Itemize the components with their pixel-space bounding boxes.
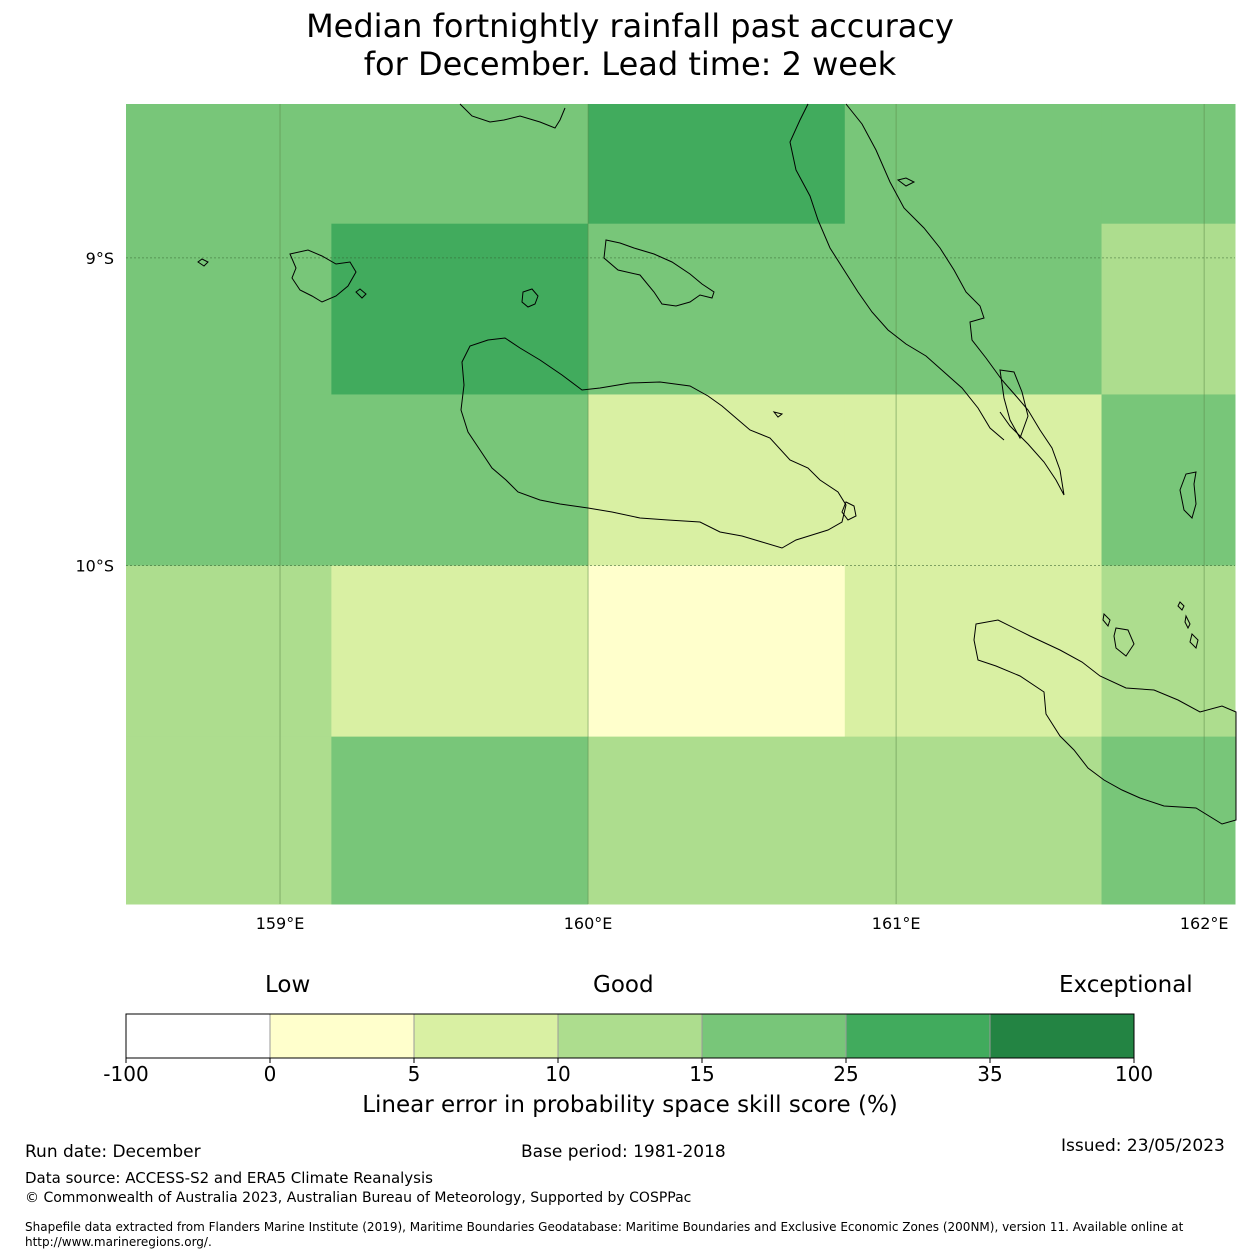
coastline-makira xyxy=(973,619,1237,825)
heatmap-cell xyxy=(844,565,1103,738)
heatmap-cell xyxy=(331,394,589,567)
legend-category-low: Low xyxy=(265,972,311,998)
colorbar-swatch xyxy=(125,1013,271,1059)
colorbar-swatch xyxy=(989,1013,1135,1059)
heatmap-cell xyxy=(844,394,1103,567)
coastline-guadalcanal xyxy=(460,337,847,549)
heatmap-cells xyxy=(126,104,1236,905)
colorbar-swatch xyxy=(269,1013,415,1059)
colorbar-tick-label: 25 xyxy=(833,1062,859,1086)
coastline-island-e5 xyxy=(1189,633,1199,649)
coastline-russell xyxy=(289,249,357,303)
x-tick-label: 161°E xyxy=(872,914,921,933)
coastline-island-e4 xyxy=(1184,614,1191,630)
heatmap-cell xyxy=(126,223,332,395)
colorbar-label: Linear error in probability space skill … xyxy=(362,1092,898,1118)
chart-title-line2: for December. Lead time: 2 week xyxy=(363,45,897,83)
heatmap-cell xyxy=(844,104,1103,225)
chart-title-line1: Median fortnightly rainfall past accurac… xyxy=(306,7,954,45)
copyright: © Commonwealth of Australia 2023, Austra… xyxy=(25,1190,692,1206)
heatmap-cell xyxy=(126,394,332,567)
heatmap-cell xyxy=(844,736,1103,905)
colorbar-tick-label: -100 xyxy=(103,1062,149,1086)
graticule xyxy=(126,104,1235,904)
heatmap-cell xyxy=(588,565,846,738)
coastline-russell-small xyxy=(355,288,367,299)
coastline-ngella xyxy=(603,239,715,307)
shapefile-credit: Shapefile data extracted from Flanders M… xyxy=(25,1220,1184,1249)
heatmap-cell xyxy=(588,736,846,905)
colorbar-tick-label: 5 xyxy=(407,1062,421,1086)
coastline-santa-ana xyxy=(1113,627,1135,657)
coastline-small-west xyxy=(197,258,209,267)
run-date: Run date: December xyxy=(25,1142,201,1162)
colorbar xyxy=(125,1013,1135,1063)
heatmap-cell xyxy=(331,565,589,738)
coastline-island-c1 xyxy=(841,501,857,521)
x-tick-label: 160°E xyxy=(564,914,613,933)
colorbar-swatch xyxy=(557,1013,703,1059)
coastline-maramasike xyxy=(999,369,1029,440)
colorbar-swatch xyxy=(701,1013,847,1059)
heatmap-cell xyxy=(1101,736,1236,905)
colorbar-border xyxy=(125,1013,1135,1059)
x-tick-label: 162°E xyxy=(1180,914,1229,933)
heatmap-cell xyxy=(331,736,589,905)
coastline-malaita-east xyxy=(845,103,1065,496)
x-tick-label: 159°E xyxy=(256,914,305,933)
colorbar-swatch xyxy=(413,1013,559,1059)
heatmap-cell xyxy=(126,736,332,905)
heatmap-cell xyxy=(1101,223,1236,395)
heatmap-cell xyxy=(588,104,846,225)
colorbar-tick-label: 35 xyxy=(977,1062,1003,1086)
heatmap-cell xyxy=(1101,394,1236,567)
heatmap-cell xyxy=(331,104,589,225)
heatmap-cell xyxy=(588,394,846,567)
coastline-island-e3 xyxy=(1177,601,1185,611)
issued-date: Issued: 23/05/2023 xyxy=(1061,1136,1225,1156)
legend-category-exceptional: Exceptional xyxy=(1059,972,1193,998)
colorbar-tick-label: 0 xyxy=(263,1062,277,1086)
y-tick-label: 9°S xyxy=(86,249,114,268)
colorbar-tick-label: 10 xyxy=(545,1062,571,1086)
heatmap-cell xyxy=(331,223,589,395)
heatmap-cell xyxy=(588,223,846,395)
colorbar-tick-label: 15 xyxy=(689,1062,715,1086)
base-period: Base period: 1981-2018 xyxy=(521,1142,726,1162)
coastline-savo xyxy=(521,288,539,308)
heatmap-cell xyxy=(844,223,1103,395)
data-source: Data source: ACCESS-S2 and ERA5 Climate … xyxy=(25,1169,433,1187)
axis-tick-labels: 159°E 160°E 161°E 162°E 9°S 10°S xyxy=(75,249,1228,933)
heatmap-cell xyxy=(126,565,332,738)
coastline-ulawa xyxy=(1179,471,1197,519)
heatmap-cell xyxy=(1101,104,1236,225)
y-tick-label: 10°S xyxy=(75,557,114,576)
coastline-island-c2 xyxy=(772,411,784,418)
coastline-island-e1 xyxy=(896,177,916,187)
heatmap-cell xyxy=(1101,565,1236,738)
colorbar-tick-label: 100 xyxy=(1114,1062,1154,1086)
legend-category-good: Good xyxy=(593,972,654,998)
coastline-island-e2 xyxy=(1102,612,1111,628)
coastline-malaita-west xyxy=(789,103,1005,441)
coastline-santa-isabel xyxy=(459,103,566,129)
coastlines xyxy=(197,103,1237,825)
colorbar-swatch xyxy=(845,1013,991,1059)
heatmap-cell xyxy=(126,104,332,225)
